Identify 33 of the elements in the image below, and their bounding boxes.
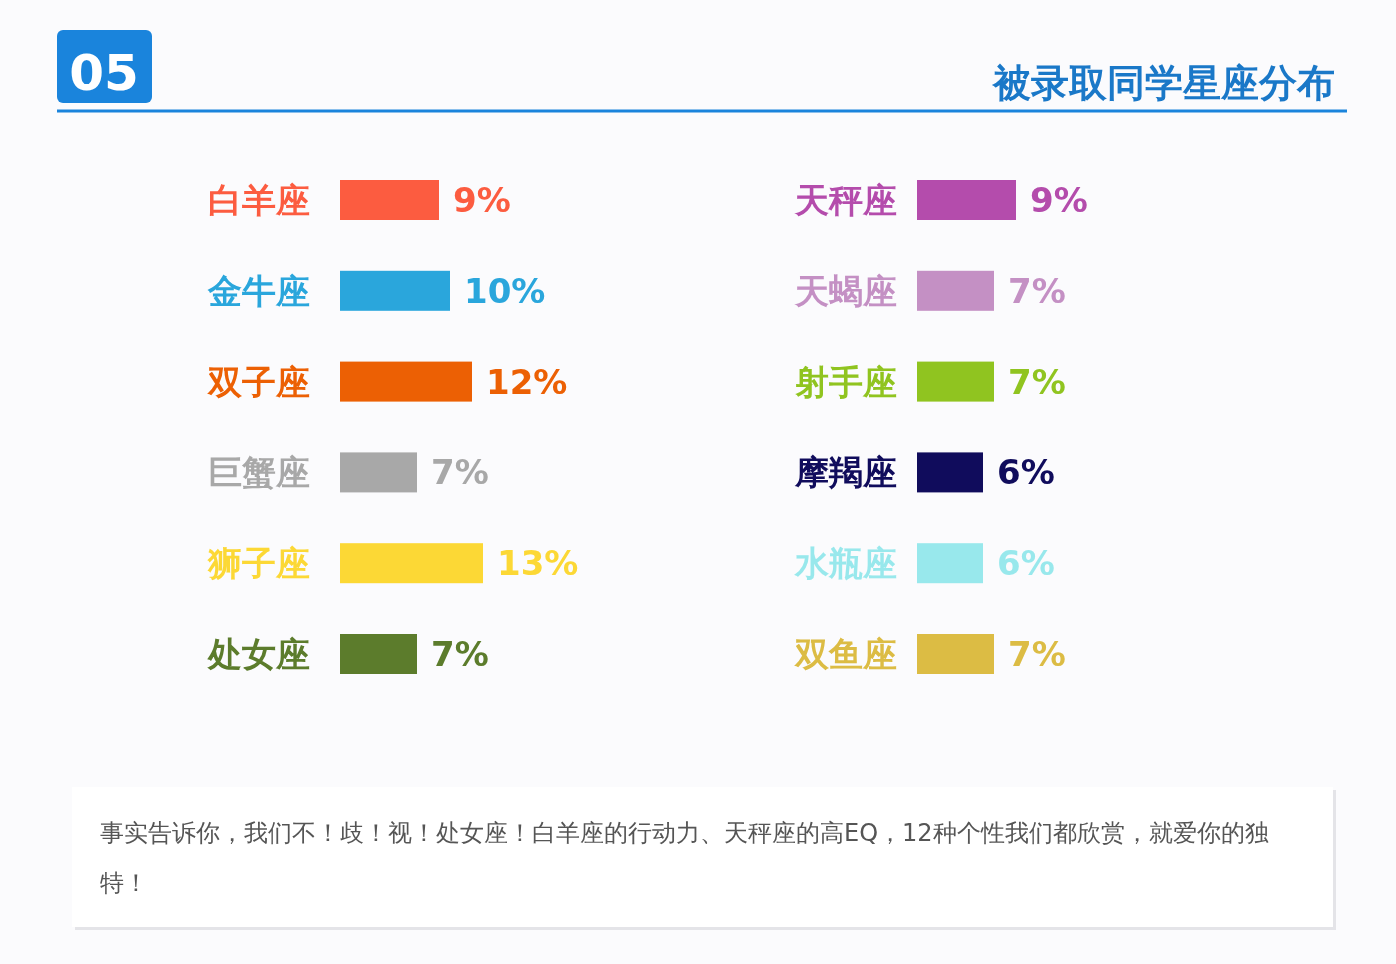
data-label: 7% [431, 634, 489, 674]
bar [340, 270, 450, 311]
bar [340, 361, 472, 402]
data-label: 7% [1008, 634, 1066, 674]
y-tick-label: 水瓶座 [794, 543, 897, 584]
y-tick-label: 双子座 [207, 361, 310, 402]
data-label: 7% [431, 452, 489, 493]
bar [340, 543, 483, 584]
y-tick-label: 天秤座 [794, 180, 897, 220]
y-tick-label: 双鱼座 [794, 634, 897, 674]
text: 05 [69, 44, 139, 102]
data-label: 7% [1008, 270, 1066, 311]
y-tick-label: 金牛座 [207, 270, 310, 311]
data-label: 13% [497, 543, 579, 584]
y-tick-label: 处女座 [207, 634, 310, 674]
data-label: 12% [486, 361, 568, 402]
y-tick-label: 巨蟹座 [208, 452, 310, 493]
data-label: 7% [1008, 361, 1066, 402]
data-label: 9% [1030, 180, 1088, 220]
y-tick-label: 射手座 [795, 361, 897, 402]
y-tick-label: 白羊座 [208, 180, 310, 220]
data-label: 6% [997, 543, 1055, 584]
y-tick-label: 天蝎座 [794, 270, 897, 311]
data-label: 9% [453, 180, 511, 220]
bar [340, 452, 417, 493]
y-tick-label: 摩羯座 [794, 452, 897, 493]
text: 事实告诉你，我们不！歧！视！处女座！白羊座的行动力、天秤座的高EQ，12种个性我们都欣赏，就爱你的独特！ [100, 818, 1270, 899]
data-label: 10% [464, 270, 546, 311]
data-label: 6% [997, 452, 1055, 493]
bar [340, 634, 417, 674]
y-tick-label: 狮子座 [207, 543, 310, 584]
bar [340, 180, 439, 220]
text: 被录取同学星座分布 [991, 61, 1335, 105]
